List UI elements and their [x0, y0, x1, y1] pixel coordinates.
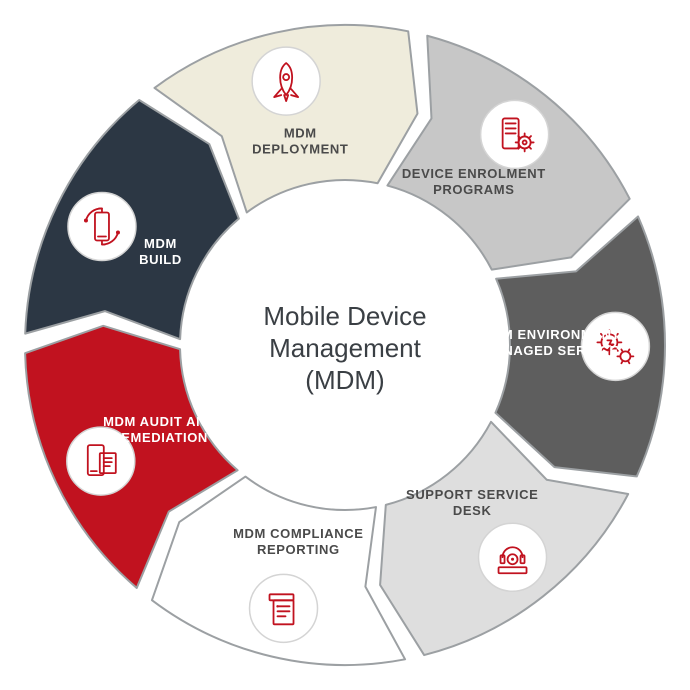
headset-desk-icon-bg — [479, 523, 547, 591]
phone-cycle-icon-bg — [68, 192, 136, 260]
phone-gear-icon-bg — [481, 100, 549, 168]
label-audit: MDM AUDIT ANDREMEDIATION — [103, 414, 216, 445]
report-icon-bg — [250, 574, 318, 642]
rocket-icon-bg — [252, 47, 320, 115]
label-build: MDMBUILD — [139, 236, 182, 267]
center-title: Mobile DeviceManagement(MDM) — [263, 301, 426, 395]
label-environment: MDM ENVIRONMENTMANAGED SERVICE — [480, 327, 620, 358]
